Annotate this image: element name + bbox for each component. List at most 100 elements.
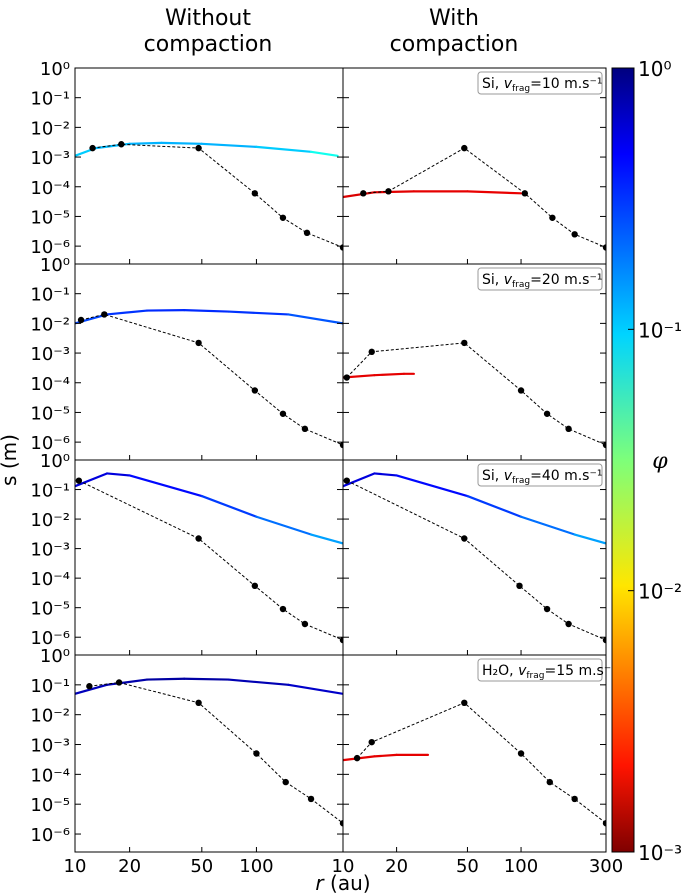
dashed-line — [363, 147, 606, 248]
size-curve-segment — [373, 753, 398, 758]
data-point — [303, 229, 311, 237]
panel — [74, 654, 344, 853]
data-point — [339, 441, 343, 449]
data-point — [195, 535, 202, 542]
y-tick-label: 10⁻⁶ — [30, 628, 70, 649]
data-point — [565, 425, 572, 433]
y-tick-label: 10⁻¹ — [30, 89, 70, 110]
data-point — [101, 311, 108, 318]
data-point — [279, 214, 287, 221]
column-title-with-compaction: With compaction — [344, 6, 564, 58]
dashed-line — [80, 313, 343, 446]
y-tick-label: 10⁻³ — [30, 540, 70, 561]
legend-v: v — [504, 76, 513, 92]
size-curve-segment — [200, 494, 258, 518]
legend-species: H₂O, — [482, 663, 518, 679]
y-tick-label: 10⁻⁴ — [30, 374, 70, 395]
y-tick-label: 10⁻⁶ — [30, 433, 70, 454]
colorbar-label: φ — [652, 449, 668, 474]
data-point — [461, 144, 468, 152]
size-curve-segment — [160, 141, 203, 145]
size-curve-segment — [227, 310, 290, 316]
y-tick-label: 10⁻² — [30, 118, 70, 139]
legend-tail: =40 m.s⁻¹ — [530, 468, 602, 484]
data-point — [571, 795, 578, 803]
panel: Si, vfrag=10 m.s⁻¹ — [342, 67, 607, 265]
size-curve-segment — [466, 494, 523, 518]
panel: Si, vfrag=40 m.s⁻¹ — [342, 459, 607, 656]
svg-text:H₂O, vfrag=15 m.s⁻¹: H₂O, vfrag=15 m.s⁻¹ — [482, 663, 617, 681]
size-curve-segment — [466, 190, 523, 195]
y-tick-label: 10⁻¹ — [30, 285, 70, 306]
data-point — [301, 620, 309, 628]
colorbar — [611, 67, 635, 853]
colorbar-tick-label: 10⁻² — [638, 580, 682, 604]
y-tick-label: 10⁰ — [40, 255, 70, 276]
size-curve-segment — [309, 533, 343, 545]
data-point — [385, 188, 392, 195]
panel: H₂O, vfrag=15 m.s⁻¹ — [342, 654, 617, 853]
data-point — [195, 339, 202, 347]
x-tick-label: 10 — [332, 856, 355, 877]
panel — [74, 459, 344, 656]
data-point — [565, 620, 572, 628]
y-tick-label: 10⁻³ — [30, 736, 70, 757]
data-point — [543, 605, 551, 613]
y-tick-label: 10⁻⁵ — [30, 207, 70, 228]
svg-text:Si, vfrag=40 m.s⁻¹: Si, vfrag=40 m.s⁻¹ — [482, 468, 602, 486]
data-point — [461, 339, 468, 347]
legend-species: Si, — [482, 76, 504, 92]
svg-text:Si, vfrag=20 m.s⁻¹: Si, vfrag=20 m.s⁻¹ — [482, 272, 602, 290]
data-point — [89, 144, 96, 152]
size-curve-segment — [75, 683, 109, 695]
data-point — [251, 582, 259, 590]
x-tick-label: 300 — [589, 856, 623, 877]
size-curve-segment — [200, 142, 258, 148]
size-curve-segment — [183, 677, 230, 681]
size-curve-segment — [255, 515, 313, 536]
size-curve-segment — [373, 372, 406, 377]
size-curve-segment — [519, 515, 576, 536]
legend-v: v — [518, 663, 527, 679]
x-tick-label: 100 — [504, 856, 538, 877]
data-point — [279, 410, 287, 417]
size-curve-segment — [146, 677, 186, 681]
size-curve-segment — [227, 678, 290, 686]
data-point — [602, 820, 606, 827]
dashed-line — [356, 702, 606, 824]
legend-sub: frag — [512, 476, 530, 486]
data-point — [571, 231, 578, 238]
data-point — [521, 190, 529, 197]
size-curve-segment — [395, 474, 469, 498]
data-point — [253, 750, 260, 757]
x-axis-label: r (au) — [315, 871, 370, 895]
svg-text:Si, vfrag=10 m.s⁻¹: Si, vfrag=10 m.s⁻¹ — [482, 76, 602, 94]
legend-species: Si, — [482, 468, 504, 484]
y-tick-label: 10⁻² — [30, 510, 70, 531]
data-point — [461, 535, 468, 542]
data-point — [602, 636, 606, 644]
y-tick-label: 10⁻⁶ — [30, 825, 70, 846]
y-tick-label: 10⁰ — [40, 59, 70, 80]
data-point — [115, 679, 123, 686]
legend-tail: =10 m.s⁻¹ — [530, 76, 602, 92]
size-curve-segment — [183, 309, 230, 313]
size-curve-segment — [573, 533, 606, 545]
x-tick-label: 100 — [239, 856, 273, 877]
data-point — [517, 387, 525, 394]
panel-frame — [342, 67, 607, 265]
data-point — [279, 605, 287, 613]
dashed-line — [89, 681, 343, 824]
column-title-line: compaction — [143, 32, 273, 57]
data-point — [516, 582, 523, 590]
y-tick-label: 10⁻¹ — [30, 481, 70, 502]
size-curve-segment — [105, 472, 131, 477]
size-curve-segment — [105, 309, 149, 316]
panel-legend: Si, vfrag=20 m.s⁻¹ — [477, 267, 603, 291]
legend-v: v — [504, 272, 513, 288]
y-tick-label: 10⁻⁴ — [30, 178, 70, 199]
panel-frame — [74, 67, 344, 265]
data-point — [343, 477, 350, 484]
data-point — [251, 387, 259, 394]
x-tick-label: 10 — [64, 856, 87, 877]
